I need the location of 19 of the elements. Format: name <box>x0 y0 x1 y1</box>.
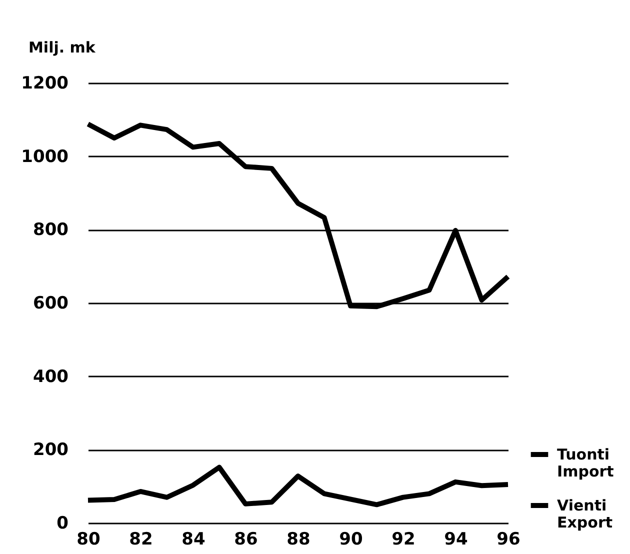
legend-label: Tuonti Import <box>557 446 614 480</box>
x-tick-label: 86 <box>234 530 258 550</box>
x-tick-label: 84 <box>182 530 206 550</box>
x-tick-label: 92 <box>392 530 416 550</box>
x-tick-label: 80 <box>76 530 100 550</box>
y-axis-title: Milj. mk <box>28 38 96 56</box>
y-tick-label: 800 <box>33 220 69 240</box>
legend-label: Vienti Export <box>557 496 613 532</box>
x-tick-label: 96 <box>496 530 520 550</box>
x-tick-label: 88 <box>286 530 310 550</box>
y-tick-label: 1000 <box>21 146 69 167</box>
y-tick-label: 200 <box>33 440 69 460</box>
y-tick-label: 400 <box>33 366 69 387</box>
x-tick-label: 94 <box>444 530 468 550</box>
x-tick-label: 82 <box>129 530 153 550</box>
y-tick-label: 600 <box>33 294 69 314</box>
y-tick-label: 1200 <box>21 74 69 94</box>
x-tick-label: 90 <box>339 530 363 550</box>
y-tick-label: 0 <box>56 514 69 534</box>
